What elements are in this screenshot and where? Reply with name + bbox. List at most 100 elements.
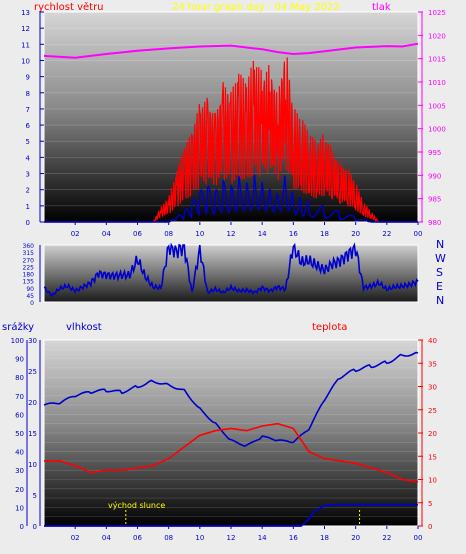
wind-title: rychlost větru (34, 1, 104, 13)
humidity-tick-label: 0 (33, 523, 37, 531)
wind-x-tick-label: 12 (227, 230, 236, 238)
direction-tick-label: 360 (23, 243, 35, 250)
rain-tick-label: 60 (15, 411, 24, 419)
direction-tick-label: 315 (23, 250, 35, 257)
lower-x-tick-label: 18 (320, 534, 329, 542)
wind-x-tick-label: 02 (71, 230, 80, 238)
compass-w: W (435, 252, 446, 265)
temperature-tick-label: 5 (428, 500, 432, 508)
rain-tick-label: 40 (15, 449, 24, 457)
wind-x-tick-label: 06 (133, 230, 142, 238)
pressure-tick-label: 1000 (428, 126, 446, 134)
rain-tick-label: 70 (15, 393, 24, 401)
direction-tick-label: 270 (23, 257, 35, 264)
wind-gust-series (44, 57, 418, 223)
wind-tick-label: 3 (26, 171, 30, 179)
wind-tick-label: 10 (21, 57, 30, 65)
lower-x-tick-label: 14 (258, 534, 267, 542)
temperature-tick-label: 0 (428, 523, 432, 531)
direction-tick-label: 45 (26, 293, 34, 300)
humidity-tick-label: 25 (28, 368, 37, 376)
direction-tick-label: 180 (23, 272, 35, 279)
pressure-title: tlak (372, 2, 391, 13)
wind-x-tick-label: 20 (351, 230, 360, 238)
wind-x-tick-label: 18 (320, 230, 329, 238)
rain-tick-label: 80 (15, 374, 24, 382)
lower-x-tick-label: 20 (351, 534, 360, 542)
lower-x-tick-label: 08 (164, 534, 173, 542)
humidity-tick-label: 20 (28, 399, 37, 407)
temperature-tick-label: 15 (428, 453, 437, 461)
rain-tick-label: 10 (15, 504, 24, 512)
compass-n-top: N (436, 238, 444, 251)
temperature-tick-label: 40 (428, 337, 437, 345)
pressure-tick-label: 990 (428, 172, 441, 180)
pressure-tick-label: 1010 (428, 79, 446, 87)
temperature-tick-label: 25 (428, 407, 437, 415)
wind-tick-label: 11 (21, 41, 30, 49)
lower-x-tick-label: 16 (289, 534, 298, 542)
wind-tick-label: 7 (26, 106, 30, 114)
wind-tick-label: 6 (26, 122, 31, 130)
wind-x-tick-label: 14 (258, 230, 267, 238)
wind-average-series (44, 174, 418, 223)
direction-tick-label: 90 (26, 286, 34, 293)
pressure-tick-label: 995 (428, 149, 441, 157)
lower-x-tick-label: 04 (102, 534, 111, 542)
wind-tick-label: 12 (21, 25, 30, 33)
temperature-tick-label: 20 (428, 430, 437, 438)
compass-e: E (436, 280, 443, 293)
pressure-tick-label: 1020 (428, 32, 446, 40)
lower-x-tick-label: 22 (382, 534, 391, 542)
temperature-series (44, 422, 419, 483)
humidity-tick-label: 15 (28, 430, 37, 438)
wind-x-tick-label: 04 (102, 230, 111, 238)
temperature-tick-label: 35 (428, 360, 437, 368)
wind-tick-label: 1 (26, 203, 30, 211)
wind-tick-label: 5 (26, 138, 30, 146)
direction-tick-label: 135 (23, 279, 35, 286)
humidity-series (43, 351, 419, 447)
humidity-tick-label: 30 (28, 337, 37, 345)
wind-x-tick-label: 22 (382, 230, 391, 238)
wind-tick-label: 0 (26, 219, 30, 227)
graph-title: 24 hour graph day : 04 May 2022 (172, 2, 340, 13)
lower-x-tick-label: 02 (71, 534, 80, 542)
lower-x-tick-label: 12 (227, 534, 236, 542)
rain-title: srážky (2, 321, 34, 333)
wind-tick-label: 9 (26, 74, 30, 82)
compass-s: S (436, 266, 443, 279)
compass-n-bottom: N (436, 294, 444, 307)
wind-x-tick-label: 08 (164, 230, 173, 238)
rain-tick-label: 50 (15, 430, 24, 438)
direction-tick-label: 225 (23, 264, 35, 271)
wind-x-tick-label: 16 (289, 230, 298, 238)
lower-x-tick-label: 10 (195, 534, 204, 542)
wind-direction-series (43, 242, 419, 298)
wind-tick-label: 4 (26, 154, 31, 162)
pressure-tick-label: 1015 (428, 56, 446, 64)
wind-tick-label: 8 (26, 90, 30, 98)
rain-tick-label: 20 (15, 486, 24, 494)
lower-x-tick-label: 06 (133, 534, 142, 542)
chart-marks: 0123456789101112139809859909951000100510… (11, 9, 446, 542)
pressure-series (43, 42, 419, 59)
pressure-tick-label: 1005 (428, 102, 446, 110)
humidity-tick-label: 5 (33, 492, 37, 500)
wind-x-tick-label: 10 (195, 230, 204, 238)
temperature-title: teplota (312, 322, 347, 333)
humidity-tick-label: 10 (28, 461, 37, 469)
wind-tick-label: 2 (26, 187, 30, 195)
rain-tick-label: 100 (11, 337, 24, 345)
temperature-tick-label: 30 (428, 384, 437, 392)
pressure-tick-label: 985 (428, 196, 441, 204)
pressure-tick-label: 980 (428, 219, 441, 227)
humidity-title: vlhkost (66, 322, 102, 333)
rain-series (44, 503, 418, 527)
rain-tick-label: 30 (15, 467, 24, 475)
direction-tick-label: 0 (30, 300, 34, 307)
rain-tick-label: 90 (15, 356, 24, 364)
lower-x-tick-label: 00 (414, 534, 423, 542)
